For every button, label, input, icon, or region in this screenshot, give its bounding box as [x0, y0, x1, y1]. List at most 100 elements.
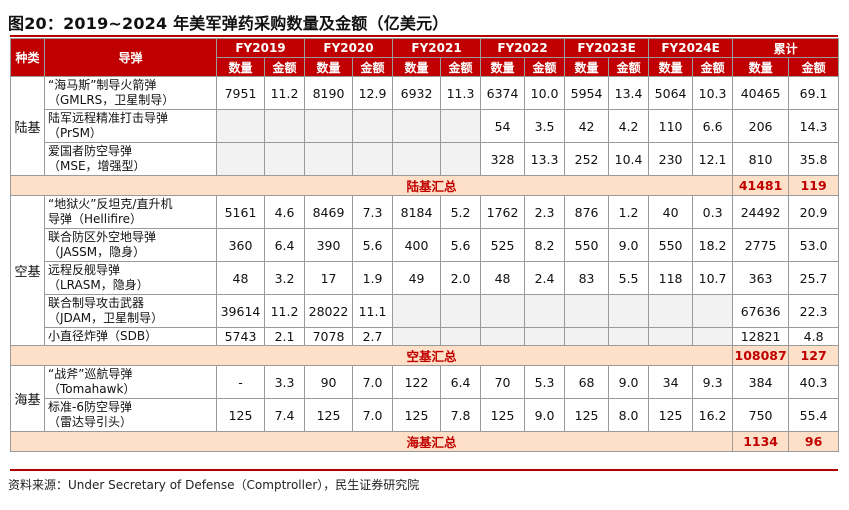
- qty-cell: 28022: [304, 294, 354, 328]
- missile-name-line: 远程反舰导弹: [48, 263, 121, 277]
- amount-cell: 9.0: [608, 228, 650, 262]
- qty-cell: [564, 294, 610, 328]
- amount-cell: 1.9: [352, 261, 394, 295]
- amount-cell: 5.2: [440, 195, 482, 229]
- amount-cell: 35.8: [788, 142, 840, 176]
- qty-cell: [648, 294, 694, 328]
- missile-name-line: 联合制导攻击武器: [48, 296, 145, 310]
- amount-cell: 4.2: [608, 109, 650, 143]
- header-year-fy2024e: FY2024E: [648, 38, 734, 58]
- amount-cell: [692, 327, 734, 346]
- amount-cell: 14.3: [788, 109, 840, 143]
- missile-name-line: （雷达导引头）: [48, 415, 133, 429]
- missile-name-line: （MSE，增强型）: [48, 159, 146, 173]
- qty-cell: 122: [392, 365, 442, 399]
- amount-cell: [440, 327, 482, 346]
- header-row-metrics: 数量 金额 数量 金额 数量 金额 数量 金额 数量 金额 数量 金额 数量 金额: [11, 57, 840, 77]
- qty-cell: 54: [480, 109, 526, 143]
- header-amount: 金额: [440, 57, 482, 77]
- qty-cell: 125: [304, 398, 354, 432]
- amount-cell: 10.0: [524, 76, 566, 110]
- qty-cell: 5064: [648, 76, 694, 110]
- qty-cell: 7951: [216, 76, 265, 110]
- qty-cell: [480, 294, 526, 328]
- qty-cell: 40: [648, 195, 694, 229]
- missile-name-cell: “地狱火”反坦克/直升机 导弹（Hellifire）: [44, 195, 217, 229]
- qty-cell: 125: [648, 398, 694, 432]
- table-row: 陆基 “海马斯”制导火箭弹 （GMLRS，卫星制导） 7951 11.2 8190 12.9…: [10, 76, 840, 176]
- table-row: 远程反舰导弹 （LRASM，隐身） 48 3.2 17 1.9 49 2.0 48 2.4 83 5.…: [11, 261, 840, 295]
- missile-name-cell: 小直径炸弹（SDB）: [44, 327, 217, 346]
- qty-cell: 125: [480, 398, 526, 432]
- table-row: 爱国者防空导弹 （MSE，增强型） 328 13.3 252 10.4 230 12.1 810…: [11, 142, 840, 176]
- amount-cell: 20.9: [788, 195, 840, 229]
- header-qty: 数量: [648, 57, 694, 77]
- missile-name-line: 联合防区外空地导弹: [48, 230, 157, 244]
- missile-name-line: （JDAM，卫星制导）: [48, 311, 164, 325]
- amount-cell: 11.2: [263, 294, 306, 328]
- amount-cell: 3.5: [524, 109, 566, 143]
- amount-cell: 53.0: [788, 228, 840, 262]
- missile-name-line: （PrSM）: [48, 126, 102, 140]
- qty-cell: 48: [480, 261, 526, 295]
- amount-cell: [440, 294, 482, 328]
- amount-cell: 1.2: [608, 195, 650, 229]
- header-year-fy2020: FY2020: [304, 38, 394, 58]
- amount-cell: 6.6: [692, 109, 734, 143]
- qty-cell: 252: [564, 142, 610, 176]
- qty-cell: 1762: [480, 195, 526, 229]
- qty-cell: 17: [304, 261, 354, 295]
- qty-cell: 5954: [564, 76, 610, 110]
- qty-cell: 24492: [732, 195, 790, 229]
- amount-cell: [524, 294, 566, 328]
- qty-cell: 39614: [216, 294, 265, 328]
- missile-name-line: 标准-6防空导弹: [48, 400, 132, 414]
- header-qty: 数量: [732, 57, 790, 77]
- qty-cell: 67636: [732, 294, 790, 328]
- qty-cell: 384: [732, 365, 790, 399]
- qty-cell: 8469: [304, 195, 354, 229]
- summary-amount: 96: [788, 431, 840, 452]
- qty-cell: -: [216, 365, 265, 399]
- table-row: 陆军远程精准打击导弹 （PrSM） 54 3.5 42 4.2 110 6.6 206 14.3: [11, 109, 840, 143]
- qty-cell: 230: [648, 142, 694, 176]
- qty-cell: 363: [732, 261, 790, 295]
- amount-cell: 16.2: [692, 398, 734, 432]
- qty-cell: [216, 142, 265, 176]
- amount-cell: [440, 142, 482, 176]
- summary-label: 空基汇总: [9, 345, 734, 366]
- qty-cell: 12821: [732, 327, 790, 346]
- missile-name-cell: 联合防区外空地导弹 （JASSM，隐身）: [44, 228, 217, 262]
- top-rule: [10, 35, 838, 37]
- qty-cell: 6932: [392, 76, 442, 110]
- qty-cell: [480, 327, 526, 346]
- amount-cell: 12.9: [352, 76, 394, 110]
- qty-cell: 750: [732, 398, 790, 432]
- amount-cell: [440, 109, 482, 143]
- qty-cell: 550: [564, 228, 610, 262]
- table-row: 海基 “战斧”巡航导弹 （Tomahawk） -3.3 90 7.0 122 6.4 70 5.3…: [10, 365, 840, 432]
- missile-name-cell: 陆军远程精准打击导弹 （PrSM）: [44, 109, 217, 143]
- source-note: 资料来源：Under Secretary of Defense（Comptrol…: [8, 478, 420, 492]
- amount-cell: 2.1: [263, 327, 306, 346]
- amount-cell: 9.0: [608, 365, 650, 399]
- header-year-fy2019: FY2019: [215, 38, 306, 58]
- qty-cell: 525: [480, 228, 526, 262]
- amount-cell: 6.4: [263, 228, 306, 262]
- header-year-fy2022: FY2022: [480, 38, 566, 58]
- amount-cell: 7.8: [440, 398, 482, 432]
- missile-name-line: “战斧”巡航导弹: [48, 367, 133, 381]
- summary-qty: 41481: [732, 175, 790, 196]
- qty-cell: [392, 142, 442, 176]
- missile-name-line: 爱国者防空导弹: [48, 144, 133, 158]
- table-row: 标准-6防空导弹 （雷达导引头） 125 7.4 125 7.0 125 7.8 125 9.0 1…: [11, 398, 840, 432]
- qty-cell: 328: [480, 142, 526, 176]
- procurement-table: 种类 导弹 FY2019 FY2020 FY2021 FY2022 FY2023…: [9, 38, 840, 452]
- amount-cell: 10.7: [692, 261, 734, 295]
- header-qty: 数量: [304, 57, 354, 77]
- amount-cell: [263, 109, 306, 143]
- summary-row-sea: 海基汇总 1134 96: [9, 431, 840, 452]
- qty-cell: 49: [392, 261, 442, 295]
- amount-cell: 5.3: [524, 365, 566, 399]
- category-cell: 空基: [10, 195, 45, 346]
